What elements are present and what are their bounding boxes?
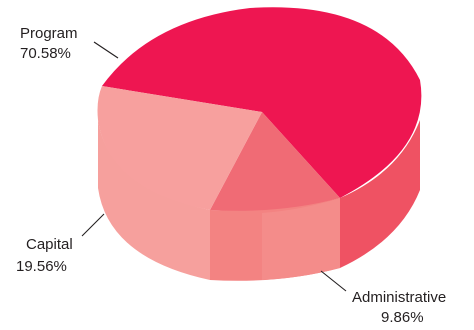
leader-administrative [320, 270, 347, 292]
pie-depth [98, 120, 420, 281]
slice-administrative [210, 112, 340, 211]
slice-side-program [340, 120, 420, 268]
label-capital-name: Capital [26, 236, 73, 253]
slice-program [102, 7, 422, 199]
label-administrative-value: 9.86% [381, 309, 424, 326]
leader-program [93, 41, 119, 59]
pie-top [97, 7, 422, 211]
slice-side-admin-band [262, 198, 340, 280]
label-program-value: 70.58% [20, 45, 71, 62]
label-administrative-name: Administrative [352, 289, 446, 306]
labels: Program 70.58% Capital 19.56% Administra… [16, 25, 446, 326]
label-program-name: Program [20, 25, 78, 42]
slice-side-capital [98, 120, 210, 280]
slice-capital [97, 86, 262, 210]
label-capital-value: 19.56% [16, 258, 67, 275]
leader-capital [81, 213, 105, 237]
